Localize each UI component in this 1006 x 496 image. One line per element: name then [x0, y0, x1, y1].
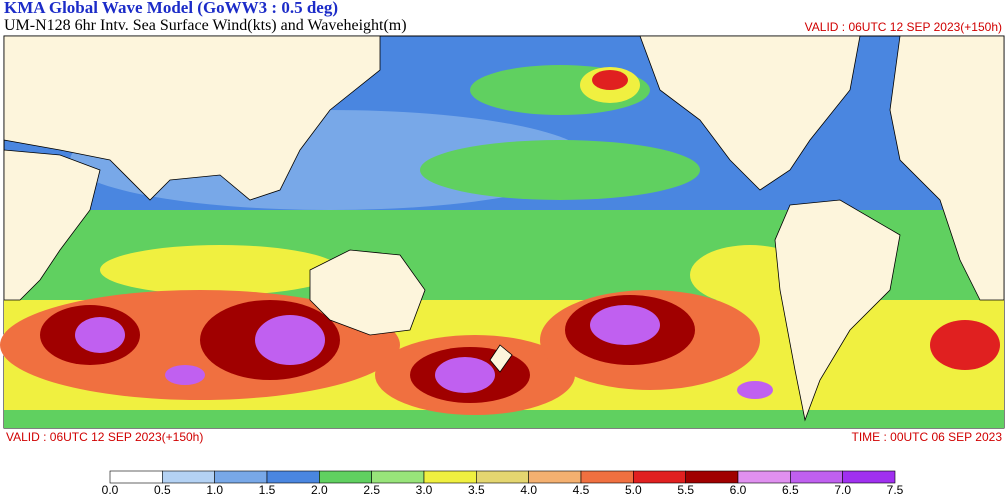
wave-field — [590, 305, 660, 345]
colorbar-bin — [476, 470, 529, 484]
colorbar-label: 2.5 — [363, 483, 380, 496]
map — [0, 35, 1005, 429]
colorbar-label: 7.0 — [834, 483, 851, 496]
colorbar-label: 4.5 — [573, 483, 590, 496]
colorbar-label: 1.0 — [206, 483, 223, 496]
valid-time-footer: VALID : 06UTC 12 SEP 2023(+150h) — [6, 430, 203, 444]
continent-australia — [309, 249, 426, 336]
colorbar-bin — [214, 470, 268, 484]
colorbar-bin — [528, 470, 582, 484]
colorbar-bin — [371, 470, 425, 484]
analysis-time: TIME : 00UTC 06 SEP 2023 — [851, 430, 1002, 444]
continent-north-america — [639, 35, 861, 191]
valid-time: VALID : 06UTC 12 SEP 2023(+150h) — [805, 20, 1002, 34]
colorbar-label: 0.0 — [102, 483, 119, 496]
colorbar-label: 2.0 — [311, 483, 328, 496]
colorbar-bin — [842, 470, 896, 484]
island-new-zealand — [489, 344, 513, 373]
colorbar: 0.0 0.5 1.0 1.5 2.0 2.5 3.0 3.5 4.0 4.5 5.0 5.5 6.0 6… — [102, 470, 904, 496]
wave-field — [592, 70, 628, 90]
subtitle: UM-N128 6hr Intv. Sea Surface Wind(kts) … — [4, 17, 407, 34]
colorbar-label: 6.0 — [730, 483, 747, 496]
continent-south-america — [774, 199, 901, 422]
wave-field — [75, 317, 125, 353]
title: KMA Global Wave Model (GoWW3 : 0.5 deg) — [4, 0, 338, 17]
colorbar-bin — [790, 470, 843, 484]
colorbar-label: 3.5 — [468, 483, 485, 496]
colorbar-label: 1.5 — [259, 483, 276, 496]
wave-field — [165, 365, 205, 385]
continent-africa — [3, 149, 101, 301]
colorbar-label: 7.5 — [887, 483, 904, 496]
colorbar-label: 6.5 — [782, 483, 799, 496]
colorbar-label: 4.0 — [520, 483, 537, 496]
wave-field — [737, 381, 773, 399]
colorbar-label: 3.0 — [416, 483, 433, 496]
colorbar-label: 5.0 — [625, 483, 642, 496]
colorbar-bin — [737, 470, 791, 484]
colorbar-bin — [580, 470, 634, 484]
wave-field — [100, 245, 340, 295]
colorbar-label: 5.5 — [677, 483, 694, 496]
wave-field — [255, 315, 325, 365]
continent-africa-europe — [889, 35, 1005, 301]
colorbar-bin — [423, 470, 477, 484]
colorbar-bin — [109, 470, 163, 484]
continent-asia — [3, 35, 381, 201]
wave-field — [930, 320, 1000, 370]
colorbar-bin — [162, 470, 215, 484]
colorbar-bin — [633, 470, 686, 484]
colorbar-label: 0.5 — [154, 483, 171, 496]
colorbar-bin — [319, 470, 372, 484]
colorbar-bin — [685, 470, 739, 484]
wave-field — [420, 140, 700, 200]
colorbar-bin — [266, 470, 320, 484]
wave-field — [435, 357, 495, 393]
